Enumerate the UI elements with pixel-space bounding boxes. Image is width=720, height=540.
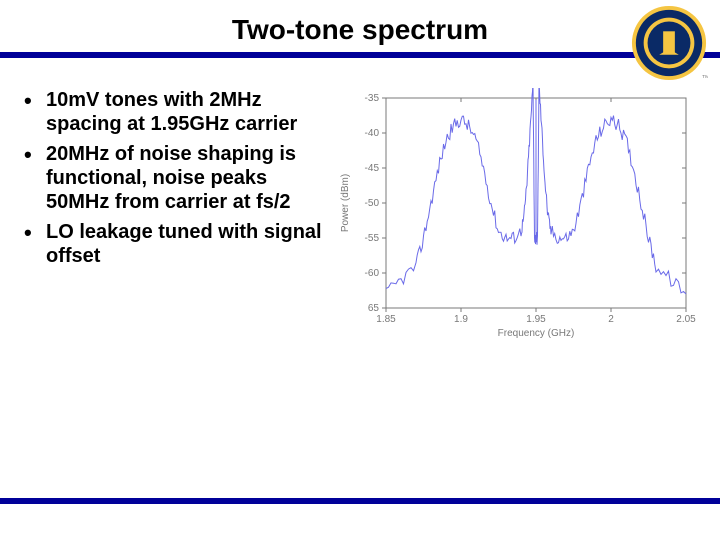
university-seal: TM [630,4,708,82]
svg-text:Power (dBm): Power (dBm) [340,174,351,232]
svg-text:65: 65 [368,303,380,314]
svg-text:-40: -40 [365,128,380,139]
slide-header: Two-tone spectrum TM [0,0,720,58]
content-area: 10mV tones with 2MHz spacing at 1.95GHz … [0,58,720,368]
bullet-item: 10mV tones with 2MHz spacing at 1.95GHz … [24,88,324,136]
svg-text:1.85: 1.85 [376,314,396,325]
bullet-item: 20MHz of noise shaping is functional, no… [24,142,324,214]
svg-text:-35: -35 [365,93,380,104]
footer-bar [0,498,720,504]
svg-text:Frequency (GHz): Frequency (GHz) [498,328,575,339]
svg-text:-55: -55 [365,233,380,244]
svg-text:-45: -45 [365,163,380,174]
svg-text:-50: -50 [365,198,380,209]
svg-text:2.05: 2.05 [676,314,696,325]
svg-text:1.9: 1.9 [454,314,468,325]
slide-title: Two-tone spectrum [0,14,720,46]
svg-text:TM: TM [702,74,708,80]
svg-text:-60: -60 [365,268,380,279]
svg-text:1.95: 1.95 [526,314,546,325]
title-underline [0,52,720,58]
bullet-item: LO leakage tuned with signal offset [24,220,324,268]
bullet-list: 10mV tones with 2MHz spacing at 1.95GHz … [24,88,324,368]
svg-text:2: 2 [608,314,614,325]
spectrum-chart: 65 -60 -55 -50 -45 -40 -35 1.85 1.9 1.95 2 2.05 Freq… [334,88,696,368]
